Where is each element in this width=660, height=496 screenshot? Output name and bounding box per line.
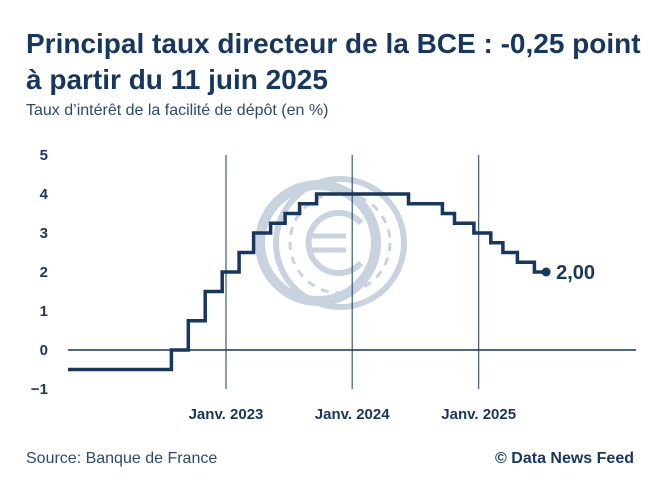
x-tick-label: Janv. 2024 (315, 406, 390, 423)
x-tick-label: Janv. 2025 (441, 406, 516, 423)
source-note: Source: Banque de France (26, 450, 218, 467)
end-value-label: 2,00 (556, 262, 595, 284)
end-point-marker (541, 267, 551, 277)
chart-subtitle: Taux d’intérêt de la facilité de dépôt (… (26, 102, 329, 119)
y-tick-label: 2 (40, 264, 48, 281)
y-tick-label: 5 (40, 147, 48, 164)
credit-note: © Data News Feed (495, 450, 634, 467)
y-tick-label: 1 (40, 303, 48, 320)
y-tick-label: 0 (40, 342, 48, 359)
y-tick-label: 3 (40, 225, 48, 242)
chart-title: Principal taux directeur de la BCE : -0,… (26, 28, 641, 95)
euro-coin-icon (255, 176, 407, 310)
rate-step-line (68, 192, 547, 372)
y-tick-label: 4 (40, 186, 49, 203)
y-tick-label: −1 (31, 381, 48, 398)
x-tick-label: Janv. 2023 (189, 406, 264, 423)
